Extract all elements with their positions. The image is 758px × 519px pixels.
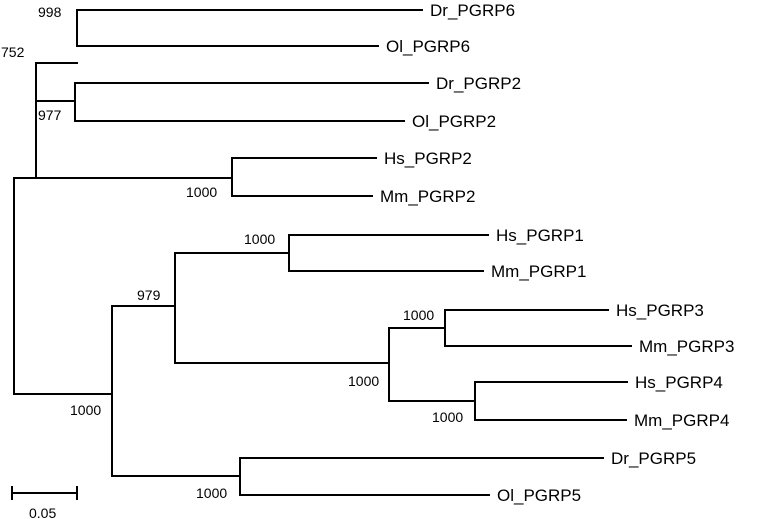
taxon-label: Hs_PGRP1	[496, 226, 584, 245]
taxon-label: Dr_PGRP2	[436, 74, 521, 93]
bootstrap-label: 752	[1, 44, 25, 60]
bootstrap-label: 979	[137, 287, 161, 303]
taxon-label: Hs_PGRP4	[635, 373, 723, 392]
taxon-label: Dr_PGRP6	[430, 1, 515, 20]
taxon-label: Ol_PGRP6	[386, 37, 470, 56]
taxon-label: Mm_PGRP1	[491, 262, 586, 281]
bootstrap-label: 1000	[186, 184, 217, 200]
bootstrap-label: 1000	[432, 409, 463, 425]
taxon-label: Dr_PGRP5	[611, 449, 696, 468]
taxon-label: Hs_PGRP2	[384, 149, 472, 168]
taxon-label: Mm_PGRP4	[634, 411, 729, 430]
bootstrap-label: 1000	[403, 307, 434, 323]
bootstrap-label: 977	[38, 107, 62, 123]
taxon-label: Mm_PGRP3	[639, 337, 734, 356]
bootstrap-label: 1000	[70, 402, 101, 418]
bootstrap-label: 998	[38, 4, 62, 20]
taxon-label: Ol_PGRP2	[412, 112, 496, 131]
bootstrap-values: 998 752 977 1000 1000 979 1000 1000 1000…	[1, 4, 463, 501]
bootstrap-label: 1000	[348, 373, 379, 389]
taxon-label: Hs_PGRP3	[616, 301, 704, 320]
taxon-labels: Dr_PGRP6 Ol_PGRP6 Dr_PGRP2 Ol_PGRP2 Hs_P…	[380, 1, 734, 505]
bootstrap-label: 1000	[196, 485, 227, 501]
bootstrap-label: 1000	[244, 231, 275, 247]
scale-bar-label: 0.05	[29, 505, 56, 519]
tree-branches	[13, 9, 632, 496]
taxon-label: Mm_PGRP2	[380, 187, 475, 206]
taxon-label: Ol_PGRP5	[497, 486, 581, 505]
scale-bar: 0.05	[11, 486, 78, 519]
scale-bar-line	[11, 486, 78, 500]
